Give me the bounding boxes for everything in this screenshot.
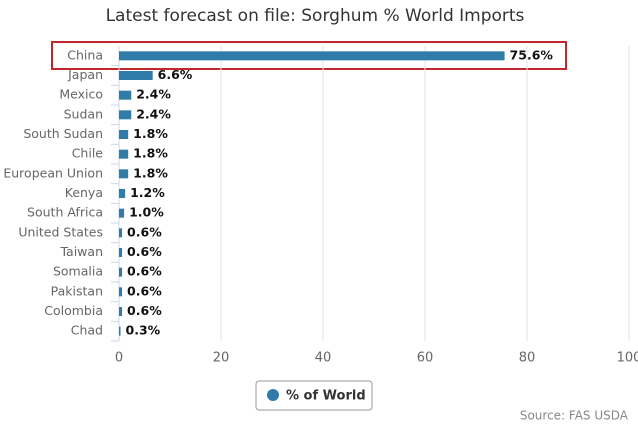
y-tick-label: European Union (3, 165, 103, 180)
data-label: 1.2% (130, 185, 165, 200)
data-label: 2.4% (136, 87, 171, 102)
bar (119, 189, 126, 198)
chart-title: Latest forecast on file: Sorghum % World… (106, 6, 525, 26)
data-label: 0.6% (127, 283, 162, 298)
bar (119, 130, 129, 139)
bar (119, 90, 132, 100)
data-label: 75.6% (510, 47, 554, 62)
bar (119, 228, 123, 238)
bar (119, 267, 123, 277)
y-tick-label: China (67, 47, 103, 62)
y-tick-label: Sudan (64, 106, 103, 121)
data-label: 1.8% (133, 146, 168, 161)
y-tick-label: Taiwan (59, 244, 103, 259)
data-label: 0.6% (127, 244, 162, 259)
data-label: 6.6% (158, 67, 193, 82)
legend-marker (267, 389, 279, 401)
y-tick-label: Kenya (65, 185, 103, 200)
x-tick-label: 40 (315, 351, 332, 366)
data-label: 1.8% (133, 165, 168, 180)
data-label: 1.0% (129, 205, 164, 220)
y-tick-label: South Africa (27, 205, 103, 220)
data-label: 1.8% (133, 126, 168, 141)
x-tick-label: 20 (213, 351, 230, 366)
bar (119, 307, 123, 316)
y-tick-label: Japan (67, 67, 103, 82)
data-label: 0.6% (127, 303, 162, 318)
legend-label: % of World (286, 389, 366, 404)
data-label: 0.6% (127, 224, 162, 239)
x-tick-label: 0 (115, 351, 123, 366)
bar (119, 169, 129, 179)
y-tick-label: Chad (71, 323, 103, 338)
y-tick-label: Colombia (44, 303, 103, 318)
data-label: 0.3% (126, 323, 161, 338)
legend-box (255, 380, 373, 411)
y-tick-label: Mexico (59, 87, 103, 102)
x-tick-label: 100 (617, 351, 638, 366)
y-tick-label: South Sudan (23, 126, 103, 141)
data-label: 0.6% (127, 264, 162, 279)
y-tick-label: Somalia (53, 264, 103, 279)
bar (119, 149, 129, 159)
bar (119, 71, 153, 80)
bar (119, 248, 123, 257)
bar (119, 208, 125, 218)
bar (119, 51, 505, 61)
y-tick-label: Pakistan (51, 283, 103, 298)
bar (119, 287, 123, 297)
x-tick-label: 60 (417, 351, 434, 366)
source-note: Source: FAS USDA (520, 409, 629, 423)
y-tick-label: Chile (72, 146, 104, 161)
x-tick-label: 80 (519, 351, 536, 366)
bar (119, 326, 121, 336)
bar (119, 110, 132, 120)
highlight-box (51, 41, 567, 70)
data-label: 2.4% (136, 106, 171, 121)
y-tick-label: United States (18, 224, 103, 239)
